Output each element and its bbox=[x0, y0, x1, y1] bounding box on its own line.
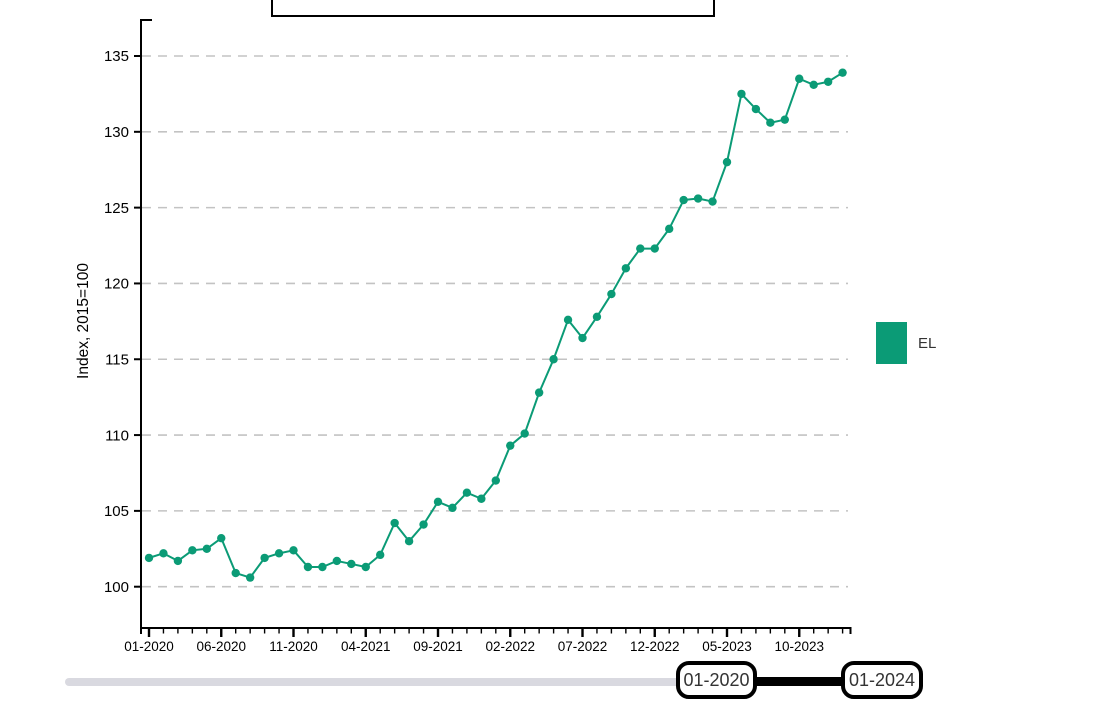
data-point[interactable] bbox=[245, 573, 255, 582]
data-point[interactable] bbox=[419, 520, 428, 529]
data-point[interactable] bbox=[491, 476, 500, 485]
data-point[interactable] bbox=[838, 68, 847, 77]
slider-handle-start[interactable]: 01-2020 bbox=[676, 661, 757, 699]
legend: EL bbox=[876, 322, 936, 364]
data-point[interactable] bbox=[376, 550, 385, 560]
series-path bbox=[148, 71, 844, 579]
data-point[interactable] bbox=[751, 104, 761, 114]
y-axis-title: Index, 2015=100 bbox=[75, 263, 92, 379]
data-point[interactable] bbox=[636, 244, 645, 253]
data-point[interactable] bbox=[722, 157, 732, 167]
data-point[interactable] bbox=[260, 553, 269, 563]
x-tick-label: 04-2021 bbox=[341, 639, 391, 654]
data-point[interactable] bbox=[520, 429, 529, 438]
slider-track[interactable] bbox=[65, 678, 923, 686]
data-point[interactable] bbox=[433, 497, 443, 506]
y-tick-label: 115 bbox=[105, 351, 129, 368]
data-point[interactable] bbox=[477, 494, 486, 503]
data-point[interactable] bbox=[621, 264, 631, 273]
y-tick-label: 110 bbox=[105, 427, 129, 444]
slider-selected-range[interactable] bbox=[750, 677, 845, 686]
data-point[interactable] bbox=[737, 89, 746, 99]
data-point[interactable] bbox=[462, 488, 472, 497]
data-point[interactable] bbox=[592, 312, 602, 321]
y-axis-line bbox=[140, 19, 152, 628]
data-point[interactable] bbox=[809, 80, 818, 90]
gridlines bbox=[142, 55, 848, 588]
cutoff-title-box bbox=[271, 0, 715, 17]
x-tick-label: 09-2021 bbox=[413, 639, 463, 654]
y-tick-label: 130 bbox=[104, 124, 129, 141]
data-point[interactable] bbox=[795, 74, 804, 83]
data-point[interactable] bbox=[549, 355, 558, 364]
data-point[interactable] bbox=[361, 562, 370, 572]
x-tick-label: 07-2022 bbox=[558, 639, 608, 654]
series-line bbox=[148, 71, 844, 579]
data-points bbox=[144, 68, 847, 582]
data-point[interactable] bbox=[665, 224, 674, 234]
y-tick-label: 135 bbox=[104, 48, 129, 65]
data-point[interactable] bbox=[448, 503, 457, 513]
data-point[interactable] bbox=[766, 118, 775, 127]
data-point[interactable] bbox=[390, 518, 399, 528]
slider-handle-end[interactable]: 01-2024 bbox=[841, 661, 923, 699]
data-point[interactable] bbox=[708, 197, 717, 206]
x-tick-label: 06-2020 bbox=[196, 639, 246, 654]
y-tick-label: 120 bbox=[104, 276, 129, 293]
data-point[interactable] bbox=[188, 546, 197, 555]
data-point[interactable] bbox=[289, 546, 298, 555]
data-point[interactable] bbox=[318, 562, 327, 572]
y-tick-label: 100 bbox=[104, 579, 129, 596]
data-point[interactable] bbox=[823, 77, 833, 86]
data-point[interactable] bbox=[780, 115, 789, 124]
data-point[interactable] bbox=[693, 194, 703, 203]
x-tick-label: 02-2022 bbox=[485, 639, 535, 654]
time-range-slider: 01-2020 01-2024 bbox=[0, 655, 1100, 715]
data-point[interactable] bbox=[534, 388, 544, 397]
x-tick-label: 11-2020 bbox=[269, 639, 318, 654]
data-point[interactable] bbox=[607, 289, 616, 299]
x-axis: 01-2020 06-2020 11-2020 04-2021 09-2021 02-20… bbox=[124, 627, 852, 654]
x-tick-label: 01-2020 bbox=[124, 639, 174, 654]
data-point[interactable] bbox=[506, 441, 515, 450]
legend-series-label: EL bbox=[918, 334, 937, 352]
data-point[interactable] bbox=[274, 549, 284, 558]
data-point[interactable] bbox=[202, 544, 211, 553]
y-tick-label: 105 bbox=[104, 503, 129, 520]
index-line-chart: 100 105 110 115 120 125 130 135 01-2020 06-2020 1… bbox=[75, 19, 852, 654]
slider-end-label: 01-2024 bbox=[848, 669, 916, 690]
data-point[interactable] bbox=[404, 537, 414, 546]
data-point[interactable] bbox=[679, 195, 688, 205]
data-point[interactable] bbox=[650, 244, 659, 253]
data-point[interactable] bbox=[159, 549, 168, 558]
legend-swatch bbox=[876, 322, 907, 364]
data-point[interactable] bbox=[332, 556, 342, 566]
y-tick-label: 125 bbox=[104, 200, 129, 217]
data-point[interactable] bbox=[563, 315, 573, 325]
data-point[interactable] bbox=[217, 533, 226, 543]
x-tick-label: 05-2023 bbox=[702, 639, 752, 654]
slider-start-label: 01-2020 bbox=[683, 669, 750, 690]
data-point[interactable] bbox=[347, 559, 356, 569]
data-point[interactable] bbox=[144, 553, 154, 563]
data-point[interactable] bbox=[231, 568, 240, 578]
x-tick-label: 12-2022 bbox=[630, 639, 680, 654]
y-axis: 100 105 110 115 120 125 130 135 bbox=[104, 19, 152, 628]
data-point[interactable] bbox=[303, 562, 313, 572]
data-point[interactable] bbox=[173, 556, 183, 566]
x-tick-label: 10-2023 bbox=[774, 639, 824, 654]
data-point[interactable] bbox=[578, 333, 587, 343]
